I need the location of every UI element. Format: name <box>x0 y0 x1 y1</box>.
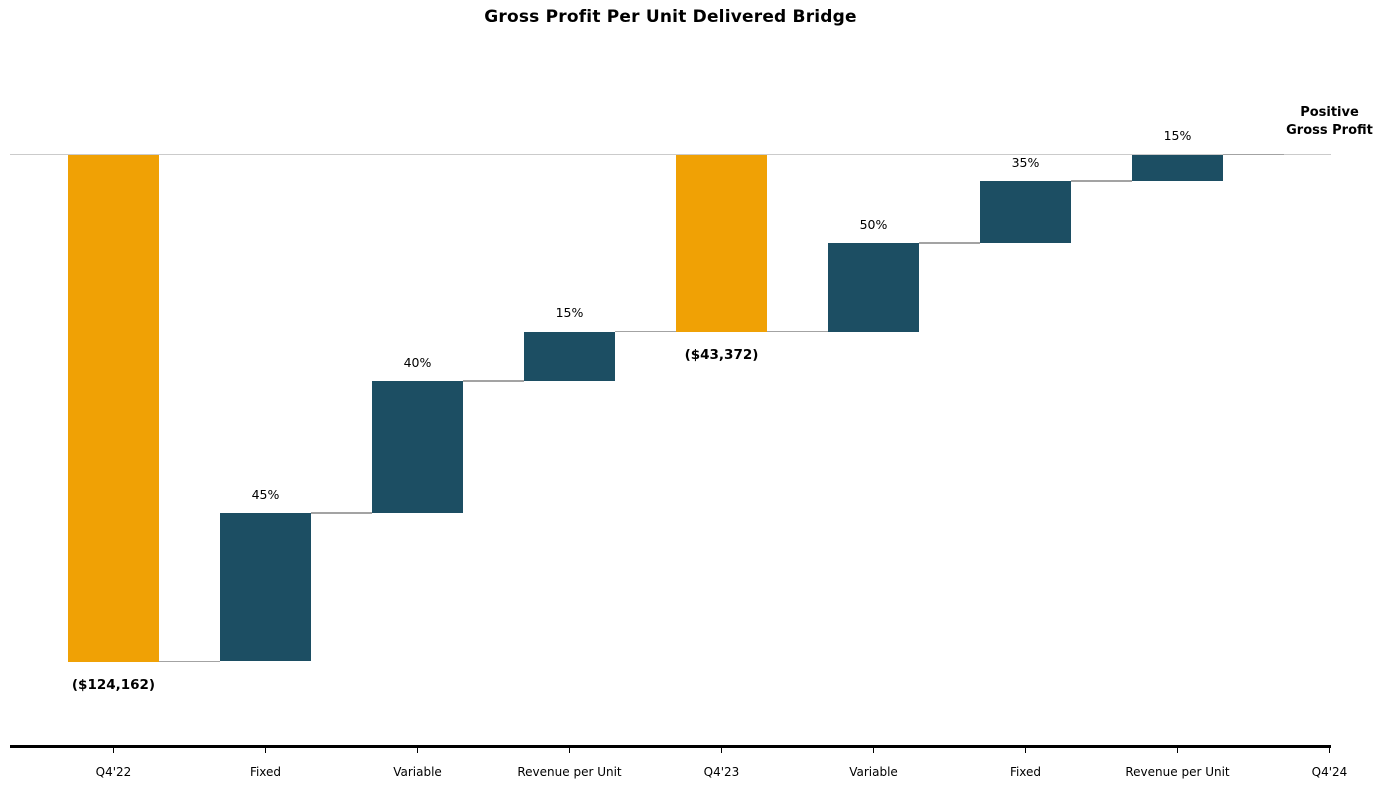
waterfall-bar-delta <box>524 331 615 382</box>
bar-percent-label: 35% <box>1011 154 1040 170</box>
x-tick-label: Revenue per Unit <box>1125 764 1230 779</box>
x-tick-label: Q4'22 <box>95 764 132 779</box>
waterfall-bar-delta <box>1132 154 1223 182</box>
bar-percent-label: 45% <box>251 486 280 502</box>
bar-percent-label: 50% <box>859 216 888 232</box>
connector-line <box>919 242 980 244</box>
x-tick-label: Variable <box>393 764 442 779</box>
bar-percent-label: 15% <box>555 305 584 321</box>
x-axis-tick <box>872 748 875 753</box>
x-tick-label: Fixed <box>249 764 282 779</box>
connector-line <box>1223 153 1284 156</box>
x-tick-label: Q4'24 <box>1311 764 1348 779</box>
connector-line <box>463 380 524 382</box>
connector-line <box>615 330 676 333</box>
x-axis-tick <box>568 748 571 753</box>
connector-line <box>1071 180 1132 182</box>
annotation-line: Gross Profit <box>1286 122 1373 138</box>
x-axis-tick <box>264 748 267 753</box>
chart-title: Gross Profit Per Unit Delivered Bridge <box>484 7 857 27</box>
x-tick-label: Q4'23 <box>703 764 740 779</box>
waterfall-bar-total <box>68 154 159 662</box>
positive-gross-profit-label: Positive Gross Profit <box>1240 104 1389 139</box>
x-axis-tick <box>416 748 419 753</box>
waterfall-bar-delta <box>828 243 919 332</box>
x-axis-tick <box>1176 748 1179 753</box>
x-axis-tick <box>1328 748 1331 753</box>
waterfall-bar-delta <box>220 513 311 662</box>
bar-percent-label: 40% <box>403 354 432 370</box>
bar-value-label: ($124,162) <box>71 676 156 693</box>
connector-line <box>159 660 220 663</box>
x-tick-label: Revenue per Unit <box>517 764 622 779</box>
x-tick-label: Fixed <box>1009 764 1042 779</box>
connector-line <box>311 512 372 514</box>
x-axis-line <box>10 744 1331 748</box>
waterfall-bar-total <box>676 154 767 332</box>
waterfall-bar-delta <box>980 181 1071 244</box>
x-axis-tick <box>112 748 115 753</box>
x-axis-tick <box>720 748 723 753</box>
x-tick-label: Variable <box>849 764 898 779</box>
bar-percent-label: 15% <box>1163 128 1192 143</box>
x-axis-tick <box>1024 748 1027 753</box>
connector-line <box>767 330 828 333</box>
waterfall-bar-delta <box>372 381 463 514</box>
zero-baseline-line <box>10 153 1331 156</box>
bar-value-label: ($43,372) <box>684 346 759 363</box>
annotation-line: Positive <box>1300 105 1359 120</box>
